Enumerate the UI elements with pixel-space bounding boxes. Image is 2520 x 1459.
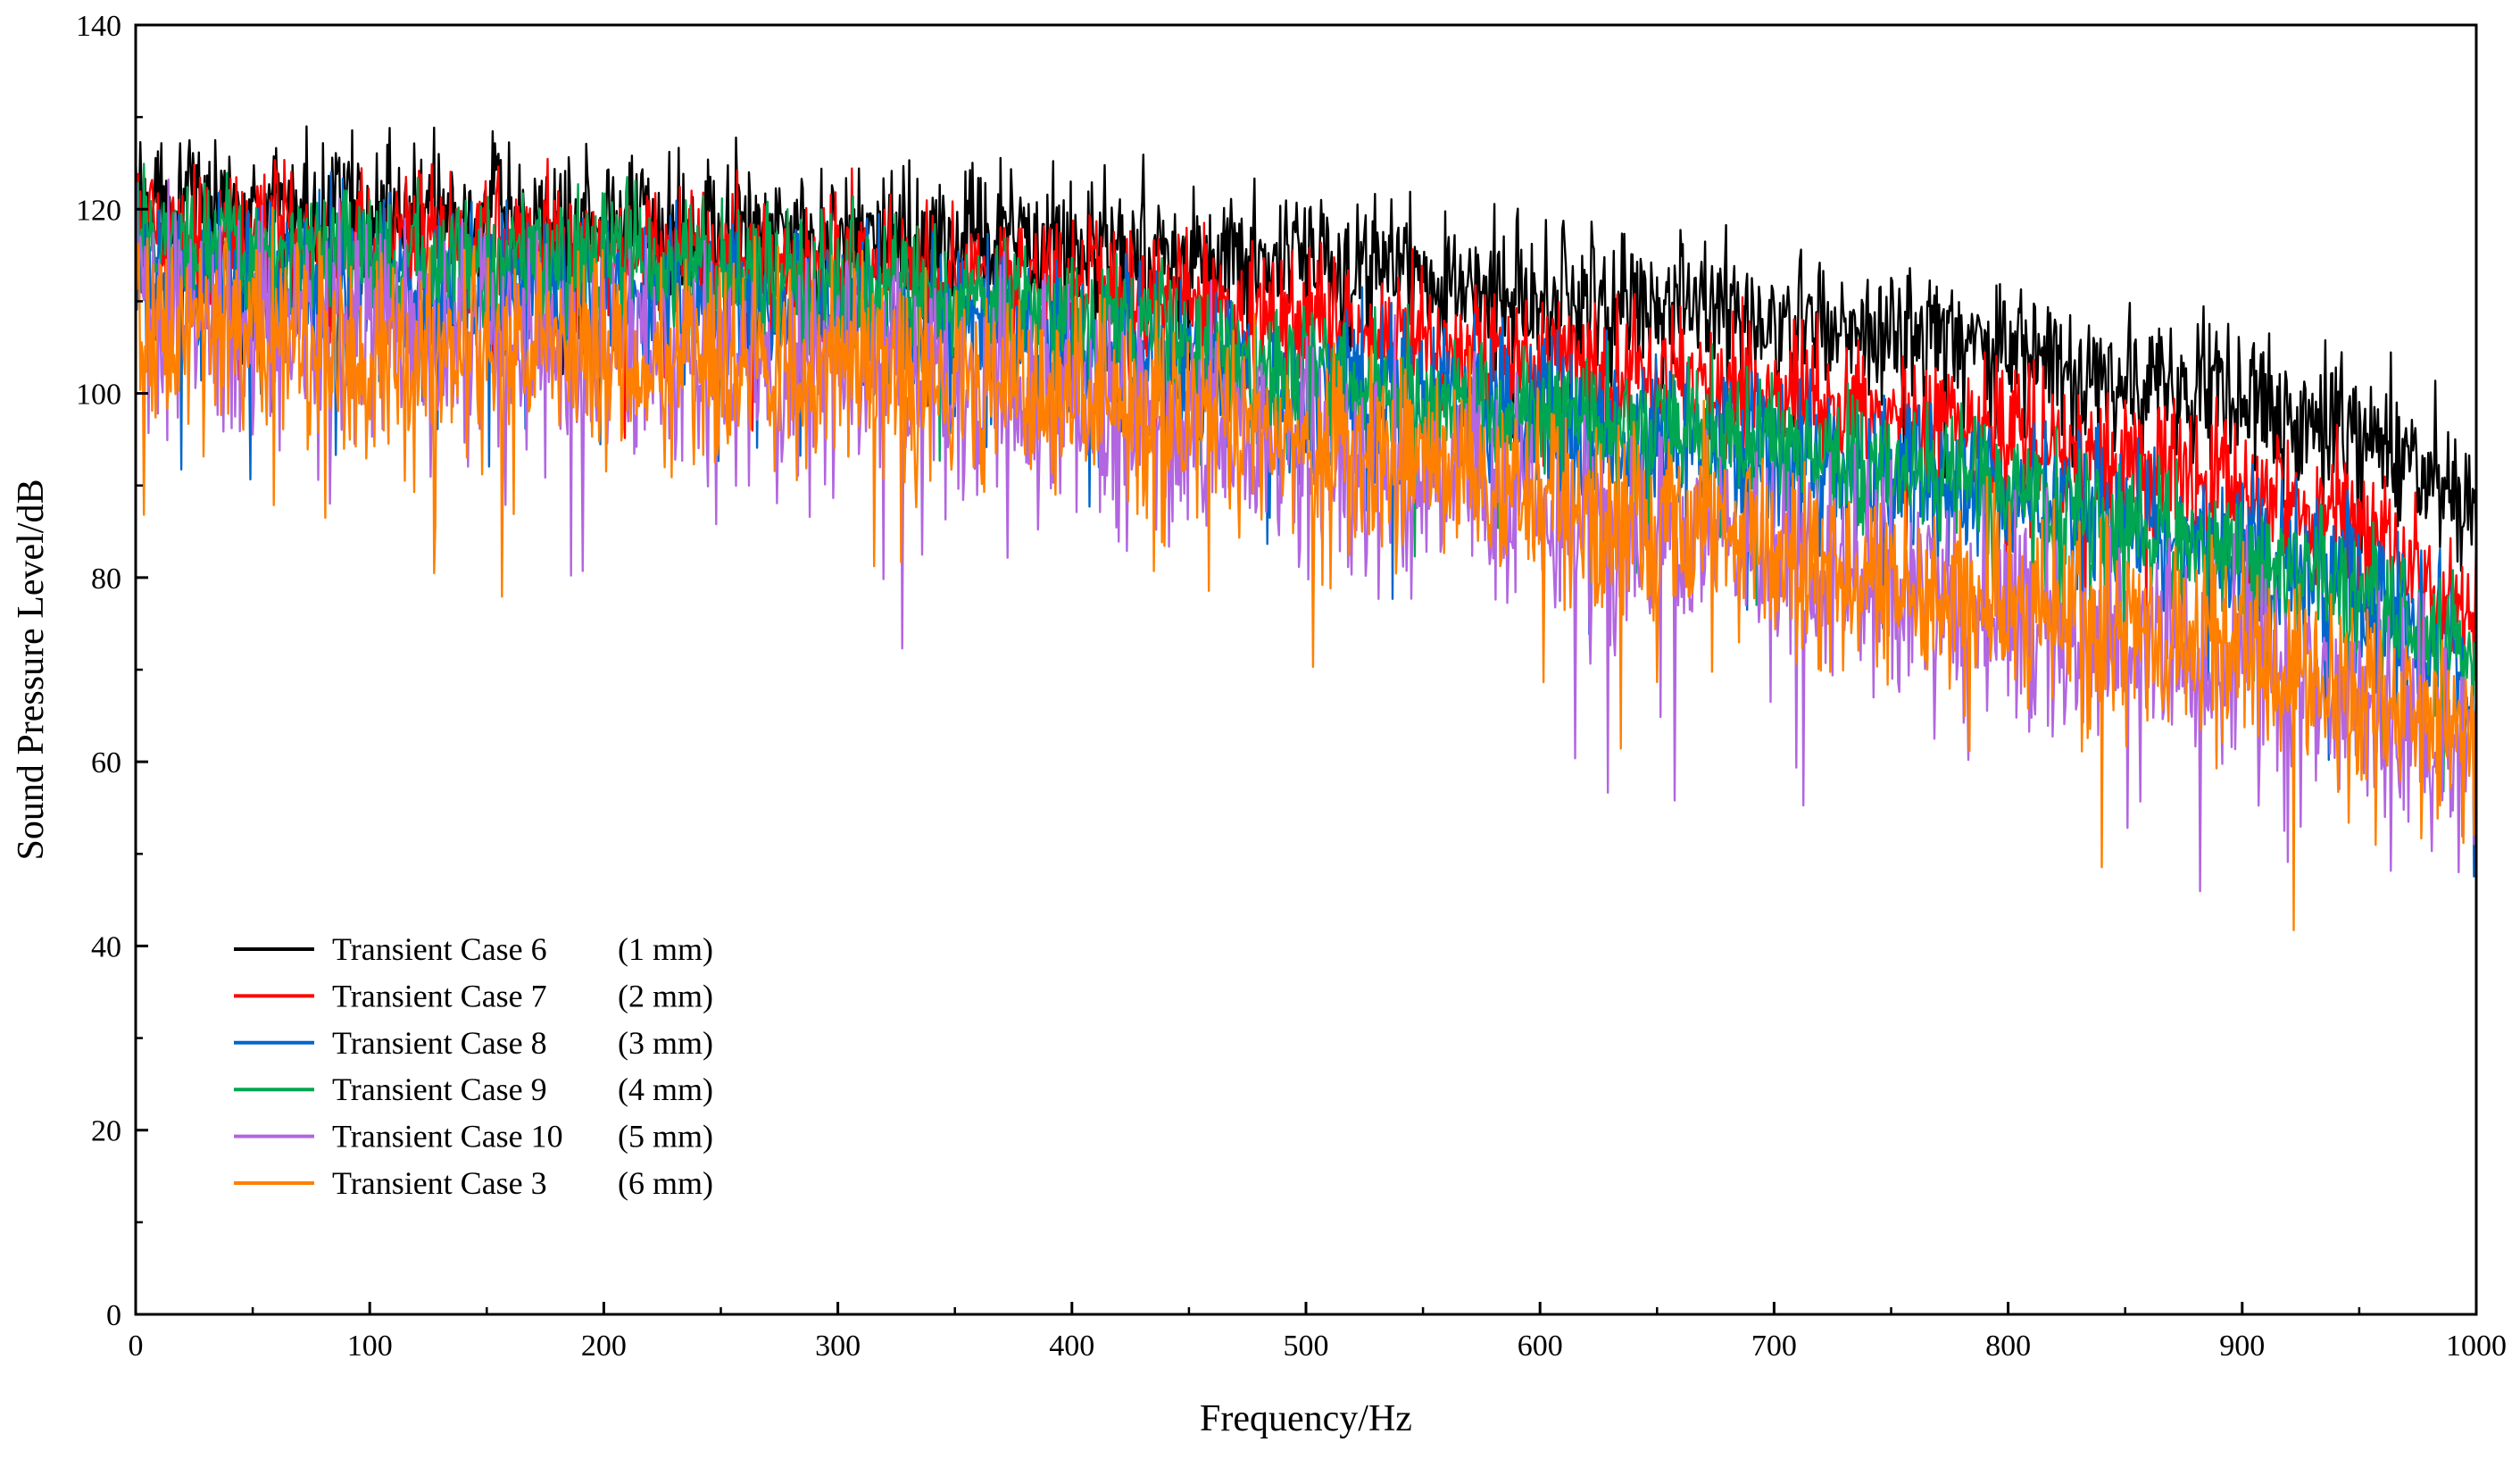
y-axis-title: Sound Pressure Level/dB (11, 479, 52, 861)
legend-label-2: Transient Case 7 (332, 978, 547, 1013)
legend-label-1: Transient Case 6 (332, 931, 547, 967)
y-tick-label: 0 (106, 1299, 121, 1332)
x-tick-label: 900 (2219, 1330, 2265, 1363)
x-tick-label: 0 (129, 1330, 144, 1363)
legend-label-5: Transient Case 10 (332, 1119, 563, 1155)
x-axis: 0 100 200 300 400 500 600 700 800 900 1000 (129, 1302, 2507, 1363)
y-axis: 0 20 40 60 80 100 120 140 (76, 10, 148, 1332)
y-tick-label: 20 (91, 1115, 121, 1148)
x-tick-label: 400 (1049, 1330, 1094, 1363)
y-tick-label: 140 (76, 10, 121, 43)
y-tick-label: 80 (91, 563, 121, 596)
series-line-6 (136, 206, 2476, 931)
y-tick-label: 40 (91, 930, 121, 963)
legend-size-5: (5 mm) (618, 1119, 713, 1155)
legend-label-4: Transient Case 9 (332, 1071, 547, 1107)
y-tick-label: 100 (76, 379, 121, 412)
x-tick-label: 800 (1985, 1330, 2031, 1363)
x-axis-title: Frequency/Hz (1200, 1398, 1412, 1439)
x-tick-label: 600 (1518, 1330, 1563, 1363)
x-tick-label: 200 (581, 1330, 627, 1363)
series-layer (136, 125, 2476, 931)
legend-size-1: (1 mm) (618, 931, 713, 967)
legend-size-2: (2 mm) (618, 978, 713, 1013)
legend: Transient Case 6 (1 mm) Transient Case 7 (2… (234, 931, 713, 1201)
x-tick-label: 700 (1751, 1330, 1797, 1363)
legend-label-3: Transient Case 8 (332, 1025, 547, 1061)
legend-size-3: (3 mm) (618, 1025, 713, 1061)
legend-size-6: (6 mm) (618, 1165, 713, 1201)
y-tick-label: 120 (76, 194, 121, 227)
y-tick-label: 60 (91, 746, 121, 780)
x-tick-label: 100 (347, 1330, 393, 1363)
x-tick-label: 1000 (2446, 1330, 2507, 1363)
series-line-4 (136, 163, 2476, 793)
x-tick-label: 300 (815, 1330, 861, 1363)
legend-label-6: Transient Case 3 (332, 1165, 547, 1201)
legend-size-4: (4 mm) (618, 1071, 713, 1107)
x-tick-label: 500 (1284, 1330, 1329, 1363)
